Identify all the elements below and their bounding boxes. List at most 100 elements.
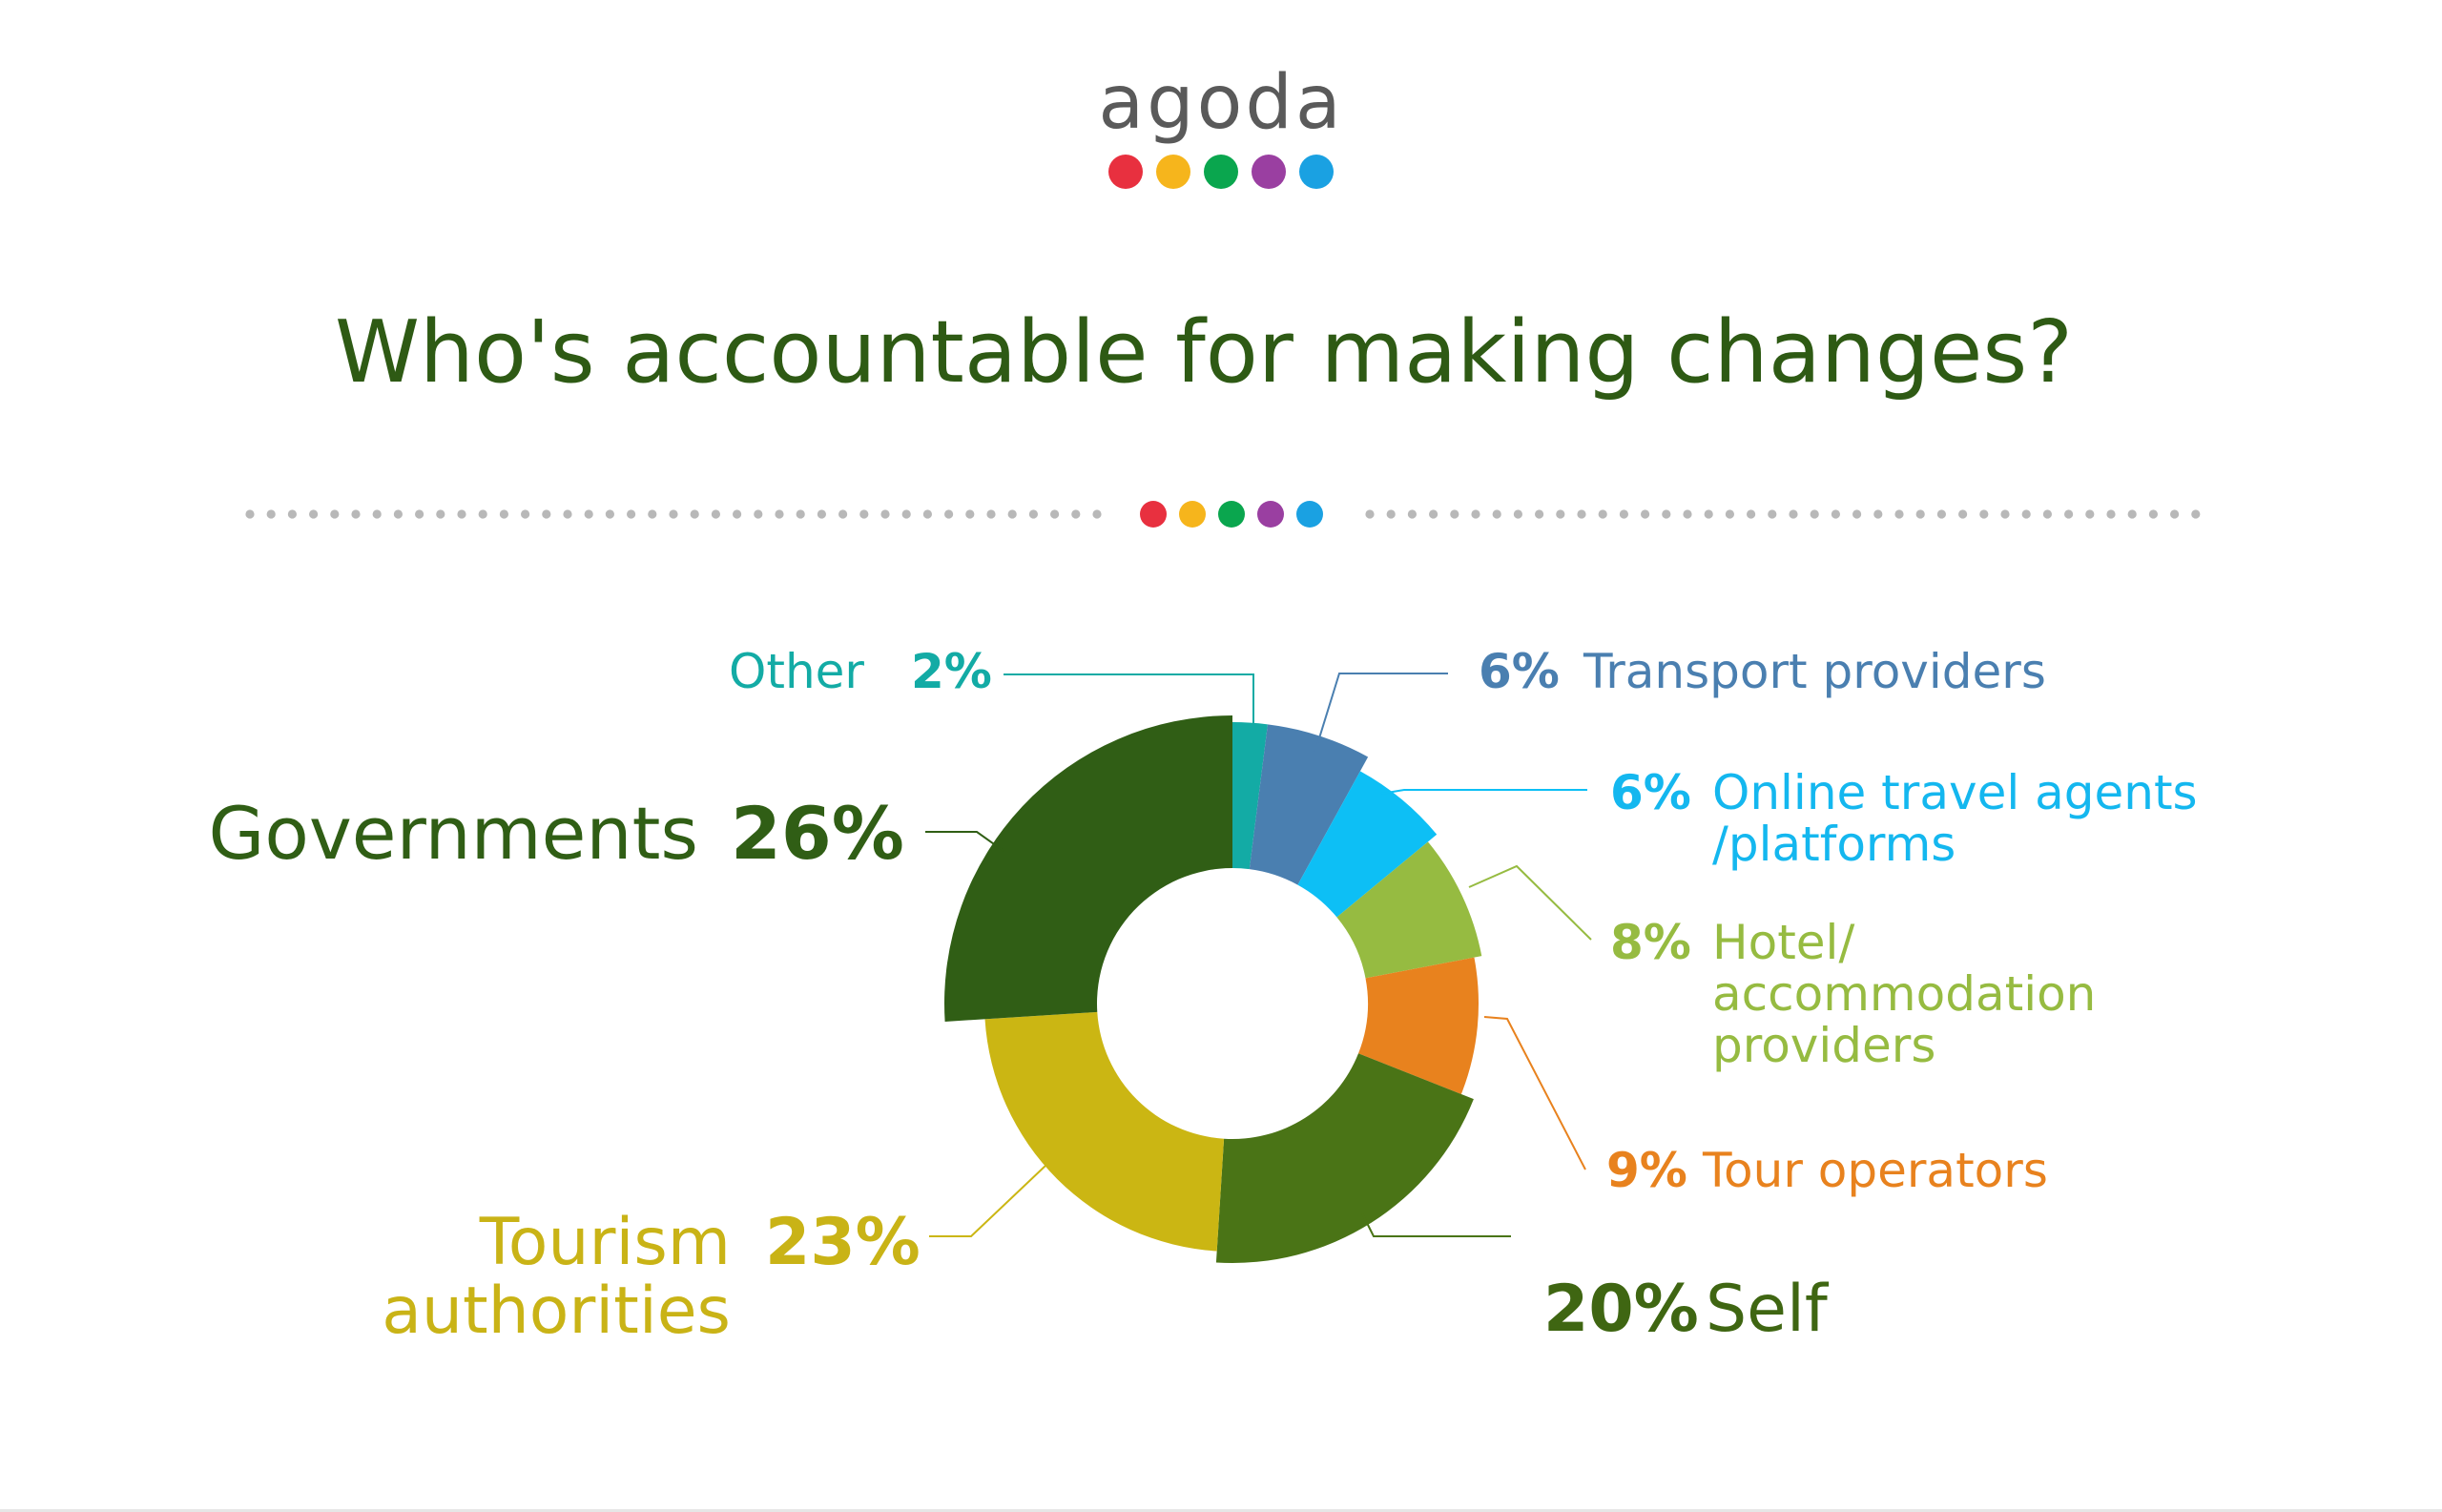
divider-dot xyxy=(1092,509,1102,519)
slice-hotel xyxy=(1336,841,1482,979)
divider-dot xyxy=(245,509,255,519)
divider-dot xyxy=(1958,509,1968,519)
divider-color-dot-1 xyxy=(1140,501,1167,528)
divider-dot xyxy=(1492,509,1501,519)
divider-dot xyxy=(1979,509,1989,519)
divider-dot xyxy=(2042,509,2052,519)
divider-dot xyxy=(1852,509,1862,519)
label-ota-line2: /platforms xyxy=(1712,817,1956,872)
divider-dot xyxy=(2127,509,2137,519)
label-hotel-line2: accommodation xyxy=(1712,966,2096,1022)
divider-dot xyxy=(351,509,361,519)
divider-dot xyxy=(944,509,954,519)
divider-dot xyxy=(1365,509,1375,519)
divider-dot xyxy=(478,509,487,519)
divider-dot xyxy=(880,509,890,519)
label-self: Self xyxy=(1706,1272,1830,1347)
divider-color-dot-4 xyxy=(1257,501,1284,528)
logo-text: agoda xyxy=(1098,60,1343,146)
dotted-divider xyxy=(245,501,2201,528)
divider-dot xyxy=(1768,509,1777,519)
divider-dot xyxy=(563,509,572,519)
leader-other xyxy=(1004,673,1254,749)
slice-tourism xyxy=(984,1011,1225,1252)
divider-dot xyxy=(499,509,509,519)
divider-dot xyxy=(1429,509,1438,519)
label-tourism-line1: Tourism xyxy=(479,1205,731,1280)
divider-dot xyxy=(1386,509,1396,519)
pct-ota: 6% xyxy=(1610,765,1691,820)
slice-other xyxy=(1232,722,1268,870)
divider-dot xyxy=(1556,509,1565,519)
slice-tour xyxy=(1358,957,1479,1094)
pct-tour: 9% xyxy=(1606,1143,1687,1198)
slice-transport xyxy=(1249,724,1369,885)
divider-dot xyxy=(1071,509,1081,519)
divider-dot xyxy=(754,509,763,519)
divider-dot xyxy=(1789,509,1798,519)
divider-dot xyxy=(2064,509,2074,519)
label-transport: Transport providers xyxy=(1583,644,2046,699)
divider-dot xyxy=(1050,509,1060,519)
divider-dot xyxy=(1894,509,1904,519)
leader-tour xyxy=(1483,1016,1586,1170)
bottom-border xyxy=(0,1509,2442,1512)
divider-dot xyxy=(584,509,593,519)
label-tourism-line2: authorities xyxy=(382,1274,731,1349)
pct-other: 2% xyxy=(911,644,992,699)
divider-dot xyxy=(2000,509,2010,519)
divider-dot xyxy=(1810,509,1819,519)
label-tour: Tour operators xyxy=(1702,1143,2048,1198)
divider-dot xyxy=(690,509,699,519)
divider-dot xyxy=(1598,509,1607,519)
divider-dot xyxy=(1936,509,1946,519)
divider-dot xyxy=(986,509,996,519)
page-title: Who's accountable for making changes? xyxy=(335,302,2073,403)
divider-color-dot-2 xyxy=(1179,501,1206,528)
pct-self: 20% xyxy=(1543,1272,1699,1347)
divider-dot xyxy=(922,509,933,519)
divider-dot xyxy=(1725,509,1734,519)
logo-dot-5 xyxy=(1299,155,1334,189)
divider-dot xyxy=(1028,509,1038,519)
divider-dot xyxy=(2191,509,2201,519)
logo-dots xyxy=(1108,155,1334,189)
divider-dot xyxy=(859,509,869,519)
divider-dot xyxy=(1007,509,1017,519)
divider-dot xyxy=(2170,509,2180,519)
divider-dot xyxy=(838,509,848,519)
leader-tourism xyxy=(929,1165,1046,1237)
divider-dot xyxy=(1450,509,1459,519)
divider-dot xyxy=(1747,509,1756,519)
divider-dot xyxy=(542,509,551,519)
divider-color-dot-5 xyxy=(1296,501,1323,528)
slice-self xyxy=(1215,1053,1474,1263)
divider-dot xyxy=(1704,509,1713,519)
divider-dot xyxy=(1831,509,1840,519)
divider-dot xyxy=(393,509,403,519)
divider-dot xyxy=(330,509,340,519)
divider-dot xyxy=(372,509,382,519)
divider-color-dot-3 xyxy=(1218,501,1245,528)
divider-dot xyxy=(901,509,911,519)
divider-dot xyxy=(1683,509,1692,519)
label-governments: Governments xyxy=(208,791,698,876)
divider-dot xyxy=(648,509,657,519)
label-ota-line1: Online travel agents xyxy=(1712,765,2198,820)
divider-dot xyxy=(2106,509,2116,519)
divider-dot xyxy=(796,509,805,519)
logo-dot-2 xyxy=(1156,155,1190,189)
divider-dot xyxy=(965,509,975,519)
divider-dot xyxy=(1873,509,1883,519)
divider-dot xyxy=(817,509,827,519)
divider-dot xyxy=(1915,509,1925,519)
divider-dot xyxy=(605,509,615,519)
divider-dot xyxy=(457,509,466,519)
logo-dot-3 xyxy=(1204,155,1238,189)
divider-dot xyxy=(627,509,636,519)
divider-dot xyxy=(2021,509,2031,519)
divider-dot xyxy=(1641,509,1650,519)
label-hotel-line3: providers xyxy=(1712,1018,1935,1073)
divider-dot xyxy=(266,509,276,519)
